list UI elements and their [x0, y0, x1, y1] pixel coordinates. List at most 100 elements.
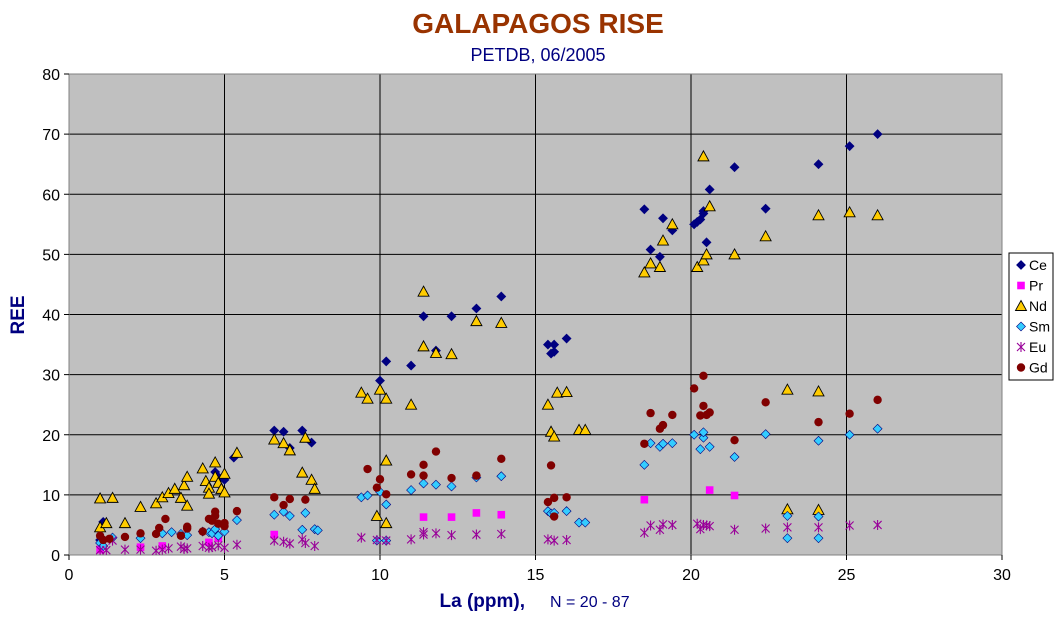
point-sm [561, 506, 572, 517]
point-sm [813, 511, 824, 522]
point-gd [699, 371, 708, 381]
legend-marker-pr [1017, 281, 1025, 290]
point-eu [639, 527, 649, 538]
point-eu [705, 521, 715, 532]
point-sm [872, 423, 883, 434]
point-sm [695, 444, 706, 455]
point-sm [689, 429, 700, 440]
point-sm [232, 515, 242, 526]
point-gd [668, 410, 677, 420]
point-ce [471, 303, 482, 314]
point-nd [168, 482, 182, 494]
point-nd [180, 499, 194, 511]
point-nd [551, 386, 564, 398]
point-sm [698, 427, 709, 438]
legend-marker-sm [1016, 321, 1026, 332]
point-nd [134, 500, 147, 512]
point-sm [496, 471, 507, 482]
point-nd [177, 478, 191, 491]
point-ce [278, 426, 289, 437]
point-sm [639, 459, 650, 470]
point-eu [658, 519, 668, 530]
point-pr [730, 491, 739, 500]
point-sm [782, 533, 793, 544]
point-eu [232, 539, 242, 550]
point-gd [447, 473, 456, 483]
point-ce [406, 360, 417, 371]
point-ce [418, 311, 429, 322]
point-eu [447, 530, 456, 541]
point-gd [176, 531, 186, 540]
point-nd [578, 423, 592, 435]
point-gd [546, 461, 556, 470]
point-nd [106, 491, 119, 503]
point-ce [813, 159, 824, 170]
point-eu [95, 545, 105, 555]
point-nd [149, 496, 163, 509]
point-nd [812, 208, 825, 221]
point-nd [781, 383, 794, 395]
point-ce [561, 333, 572, 344]
point-gd [99, 535, 108, 545]
point-pr [419, 513, 428, 521]
y-tick-label: 70 [42, 127, 60, 144]
point-ce [645, 244, 656, 255]
point-gd [105, 534, 114, 543]
point-eu [845, 520, 854, 531]
chart-title: GALAPAGOS RISE [412, 8, 664, 39]
point-gd [689, 384, 699, 393]
point-gd [154, 523, 164, 533]
point-eu [207, 542, 217, 553]
point-eu [213, 540, 223, 551]
series-ce [95, 129, 883, 545]
point-pr [640, 495, 649, 504]
point-gd [161, 514, 170, 524]
point-eu [310, 540, 320, 551]
point-nd [638, 265, 651, 278]
point-nd [697, 253, 710, 266]
point-gd [372, 483, 382, 492]
point-eu [381, 535, 391, 546]
y-tick-label: 0 [51, 548, 60, 565]
point-ce [704, 184, 715, 195]
point-nd [666, 217, 679, 230]
point-gd [730, 435, 739, 445]
point-ce [729, 162, 740, 173]
point-gd [136, 529, 145, 538]
point-nd [653, 260, 667, 272]
series-gd [95, 371, 882, 545]
point-nd [379, 392, 393, 404]
point-nd [93, 492, 107, 504]
point-nd [118, 516, 132, 529]
point-eu [496, 528, 506, 539]
point-nd [843, 205, 856, 218]
point-nd [703, 199, 716, 212]
point-nd [417, 285, 430, 297]
point-eu [419, 527, 428, 538]
point-nd [295, 466, 309, 478]
point-ce [844, 141, 855, 152]
point-nd [379, 454, 393, 466]
x-tick-label: 10 [371, 567, 389, 584]
point-gd [640, 439, 649, 448]
point-nd [305, 473, 318, 485]
legend-marker-ce [1016, 260, 1026, 270]
point-gd [232, 506, 242, 516]
point-ce [381, 356, 392, 367]
point-nd [267, 433, 281, 445]
point-gd [419, 460, 428, 470]
point-eu [279, 536, 288, 547]
x-tick-label: 5 [220, 567, 229, 584]
point-gd [198, 527, 207, 536]
point-nd [541, 398, 555, 410]
point-eu [406, 534, 416, 545]
point-gd [646, 408, 655, 418]
point-ce [760, 203, 771, 214]
data-points [93, 129, 884, 555]
legend-box [1008, 252, 1054, 381]
legend-label-ce: Ce [1029, 257, 1047, 273]
point-pr [447, 513, 456, 521]
point-eu [873, 519, 882, 530]
point-nd [174, 491, 188, 503]
point-nd [644, 256, 657, 269]
